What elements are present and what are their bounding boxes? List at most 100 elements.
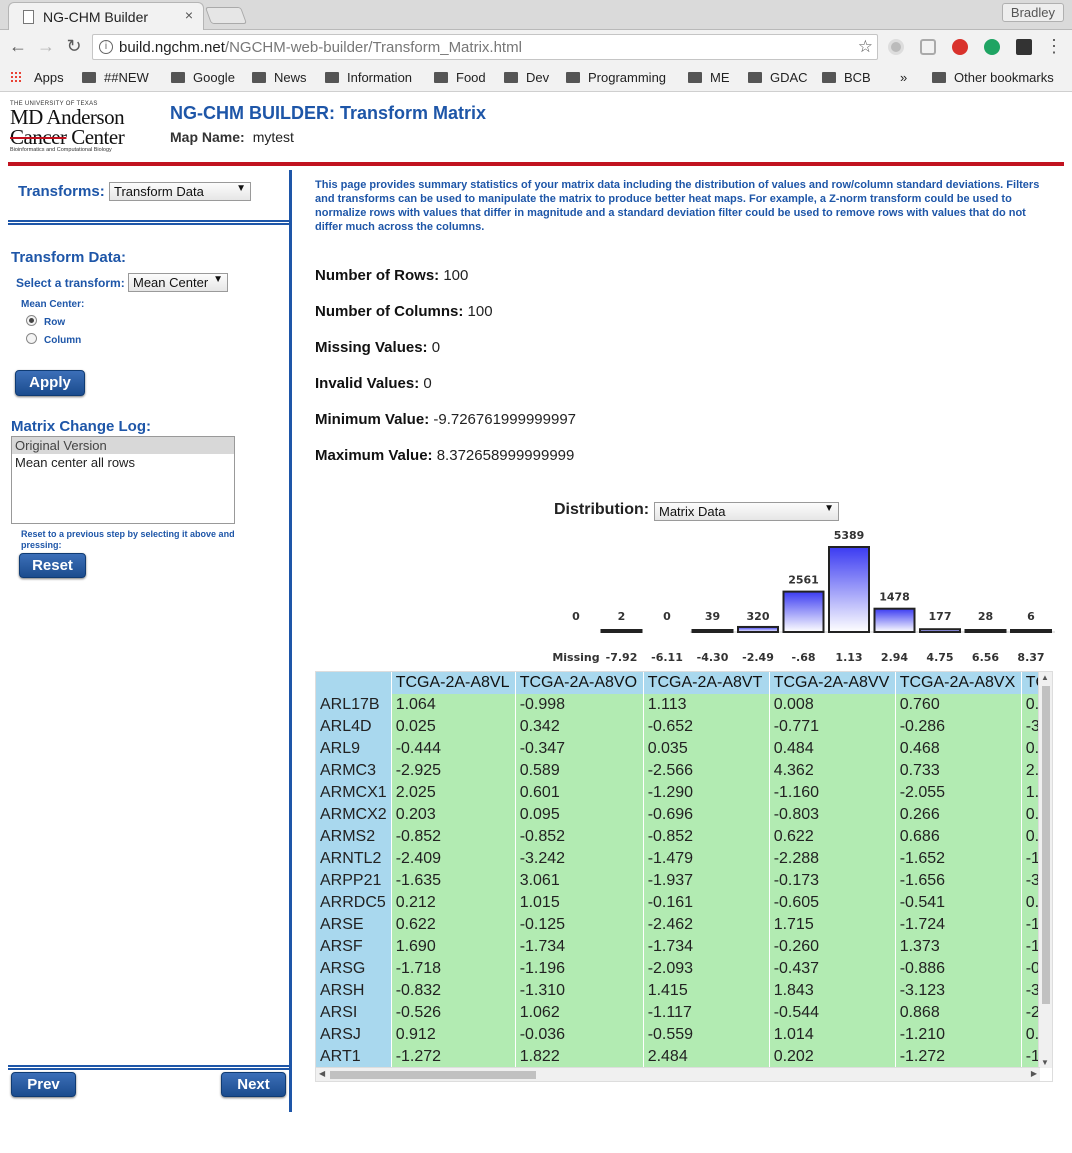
bookmark-folder[interactable]: News	[252, 70, 307, 85]
matrix-cell[interactable]: -2.925	[391, 760, 516, 782]
matrix-cell[interactable]: -0.173	[769, 870, 896, 892]
bookmark-folder[interactable]: Information	[325, 70, 412, 85]
matrix-cell[interactable]: 0.601	[515, 782, 644, 804]
matrix-cell[interactable]: -0.652	[643, 716, 770, 738]
scroll-thumb[interactable]	[330, 1071, 536, 1079]
matrix-cell[interactable]: -1.272	[895, 1046, 1022, 1068]
matrix-cell[interactable]: 2.025	[391, 782, 516, 804]
row-header[interactable]: ARNTL2	[316, 848, 392, 870]
matrix-cell[interactable]: -2.093	[643, 958, 770, 980]
matrix-cell[interactable]: -1.635	[391, 870, 516, 892]
row-header[interactable]: ARSH	[316, 980, 392, 1002]
matrix-cell[interactable]: -1.479	[643, 848, 770, 870]
matrix-cell[interactable]: 2.484	[643, 1046, 770, 1068]
bookmark-folder[interactable]: GDAC	[748, 70, 808, 85]
matrix-cell[interactable]: -0.852	[515, 826, 644, 848]
matrix-cell[interactable]: 0.622	[769, 826, 896, 848]
transforms-select[interactable]: Transform Data ▼	[109, 182, 251, 201]
matrix-cell[interactable]: -0.852	[391, 826, 516, 848]
bookmark-folder[interactable]: Food	[434, 70, 486, 85]
matrix-cell[interactable]: 0.484	[769, 738, 896, 760]
radio-button[interactable]	[26, 333, 37, 344]
matrix-cell[interactable]: -0.541	[895, 892, 1022, 914]
matrix-cell[interactable]: -0.852	[643, 826, 770, 848]
bookmarks-overflow[interactable]: »	[900, 70, 908, 85]
matrix-cell[interactable]: -0.444	[391, 738, 516, 760]
matrix-cell[interactable]: 1.715	[769, 914, 896, 936]
matrix-cell[interactable]: 0.589	[515, 760, 644, 782]
grammarly-icon[interactable]	[984, 39, 1000, 55]
matrix-cell[interactable]: -3.123	[895, 980, 1022, 1002]
matrix-cell[interactable]: 3.061	[515, 870, 644, 892]
browser-tab[interactable]: NG-CHM Builder ×	[8, 2, 204, 30]
matrix-cell[interactable]: -1.734	[643, 936, 770, 958]
column-header[interactable]: TCGA-2A-A8VO	[515, 672, 644, 694]
matrix-cell[interactable]: -0.347	[515, 738, 644, 760]
row-header[interactable]: ARSI	[316, 1002, 392, 1024]
bookmark-folder[interactable]: Programming	[566, 70, 666, 85]
row-header[interactable]: ARL17B	[316, 694, 392, 716]
matrix-cell[interactable]: 0.733	[895, 760, 1022, 782]
row-header[interactable]: ART1	[316, 1046, 392, 1068]
matrix-cell[interactable]: -0.125	[515, 914, 644, 936]
matrix-cell[interactable]: 1.113	[643, 694, 770, 716]
matrix-cell[interactable]: -1.718	[391, 958, 516, 980]
close-icon[interactable]: ×	[184, 7, 193, 23]
bookmark-apps[interactable]: Apps	[10, 70, 64, 85]
scroll-up-icon[interactable]: ▲	[1041, 673, 1049, 682]
vertical-scrollbar[interactable]: ▲ ▼	[1038, 672, 1052, 1068]
matrix-cell[interactable]: 1.064	[391, 694, 516, 716]
scroll-down-icon[interactable]: ▼	[1041, 1058, 1049, 1067]
extension-red-icon[interactable]	[952, 39, 968, 55]
row-header[interactable]: ARRDC5	[316, 892, 392, 914]
matrix-cell[interactable]: -2.462	[643, 914, 770, 936]
matrix-cell[interactable]: 0.095	[515, 804, 644, 826]
matrix-cell[interactable]: 0.008	[769, 694, 896, 716]
reload-icon[interactable]: ↻	[66, 36, 82, 56]
bookmark-folder[interactable]: ##NEW	[82, 70, 149, 85]
bookmark-folder[interactable]: ME	[688, 70, 730, 85]
horizontal-scrollbar[interactable]: ◀ ▶	[316, 1067, 1040, 1081]
matrix-cell[interactable]: -1.117	[643, 1002, 770, 1024]
matrix-cell[interactable]: -3.242	[515, 848, 644, 870]
matrix-cell[interactable]: -0.260	[769, 936, 896, 958]
matrix-cell[interactable]: -0.526	[391, 1002, 516, 1024]
radio-button[interactable]	[26, 315, 37, 326]
row-header[interactable]: ARSG	[316, 958, 392, 980]
apply-button[interactable]: Apply	[15, 370, 85, 396]
other-bookmarks[interactable]: Other bookmarks	[932, 70, 1054, 85]
column-header[interactable]: TCGA-2A-A8VL	[391, 672, 516, 694]
matrix-cell[interactable]: -2.566	[643, 760, 770, 782]
matrix-cell[interactable]: 1.015	[515, 892, 644, 914]
profile-button[interactable]: Bradley	[1001, 3, 1064, 22]
matrix-cell[interactable]: -1.210	[895, 1024, 1022, 1046]
radio-column[interactable]: Column	[26, 333, 81, 346]
new-tab-button[interactable]	[204, 7, 248, 24]
matrix-cell[interactable]: -0.544	[769, 1002, 896, 1024]
change-log-item[interactable]: Mean center all rows	[15, 455, 135, 470]
row-header[interactable]: ARMS2	[316, 826, 392, 848]
column-header[interactable]: TCGA-2A-A8VT	[643, 672, 770, 694]
matrix-cell[interactable]: -2.055	[895, 782, 1022, 804]
matrix-cell[interactable]: 1.415	[643, 980, 770, 1002]
matrix-cell[interactable]: 1.373	[895, 936, 1022, 958]
reset-button[interactable]: Reset	[19, 553, 86, 578]
bookmark-folder[interactable]: Google	[171, 70, 235, 85]
menu-kebab-icon[interactable]: ⋮	[1045, 36, 1063, 56]
matrix-cell[interactable]: 0.868	[895, 1002, 1022, 1024]
scroll-thumb[interactable]	[1042, 686, 1050, 1004]
matrix-cell[interactable]: -0.803	[769, 804, 896, 826]
row-header[interactable]: ARSF	[316, 936, 392, 958]
row-header[interactable]: ARMCX1	[316, 782, 392, 804]
matrix-cell[interactable]: 1.690	[391, 936, 516, 958]
matrix-cell[interactable]: 0.468	[895, 738, 1022, 760]
matrix-cell[interactable]: 1.014	[769, 1024, 896, 1046]
matrix-cell[interactable]: -2.288	[769, 848, 896, 870]
matrix-cell[interactable]: -1.196	[515, 958, 644, 980]
scroll-left-icon[interactable]: ◀	[319, 1069, 326, 1078]
matrix-cell[interactable]: -1.272	[391, 1046, 516, 1068]
column-header[interactable]: TCGA-2A-A8VX	[895, 672, 1022, 694]
matrix-cell[interactable]: -1.937	[643, 870, 770, 892]
extension-m-icon[interactable]	[1016, 39, 1032, 55]
bookmark-folder[interactable]: BCB	[822, 70, 871, 85]
